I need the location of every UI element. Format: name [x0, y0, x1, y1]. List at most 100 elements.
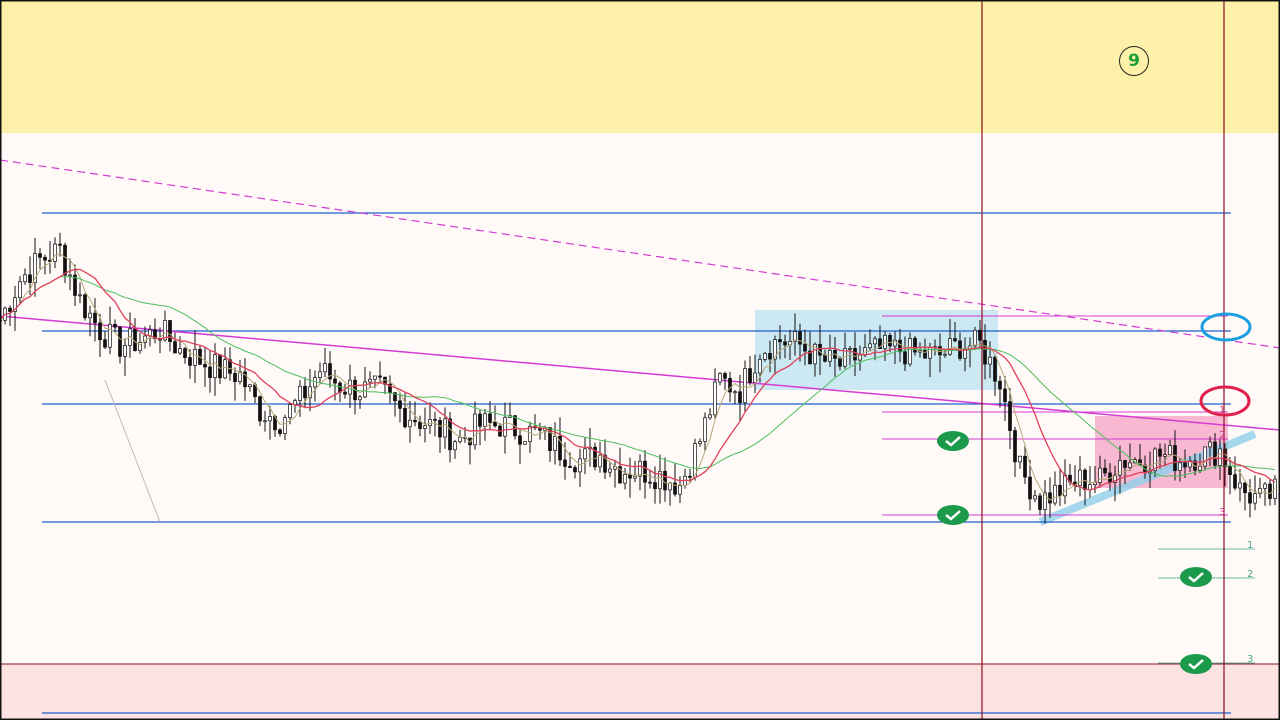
candle-body — [903, 351, 907, 365]
candle-body — [43, 256, 47, 261]
candle-body — [418, 421, 422, 429]
candle-body — [1178, 462, 1182, 471]
candle-body — [1218, 448, 1222, 466]
candle-body — [1063, 474, 1067, 497]
green-target-label-2: 2 — [1247, 569, 1254, 580]
candle-body — [663, 470, 667, 491]
candle-body — [88, 312, 92, 319]
candle-body — [1003, 388, 1007, 403]
candle-body — [8, 307, 12, 312]
candle-body — [868, 343, 872, 349]
candle-body — [878, 338, 882, 349]
candle-body — [1083, 469, 1087, 490]
candle-body — [118, 326, 122, 357]
candle-body — [1173, 445, 1177, 471]
candle-body — [103, 339, 107, 348]
candle-body — [948, 338, 952, 355]
candle-body — [1203, 446, 1207, 467]
candle-body — [728, 377, 732, 393]
pink-target-label-3: 3 — [1219, 507, 1226, 518]
candle-body — [973, 329, 977, 347]
candle-body — [208, 366, 212, 378]
candle-body — [703, 417, 707, 442]
candle-body — [283, 417, 287, 434]
candle-body — [768, 353, 772, 360]
candle-body — [123, 345, 127, 357]
trend-line-solid — [0, 315, 1280, 431]
candle-body — [298, 385, 302, 401]
candle-body — [898, 339, 902, 353]
candle-body — [1163, 454, 1167, 457]
candle-body — [773, 339, 777, 360]
candle-body — [278, 429, 282, 434]
candle-body — [203, 364, 207, 368]
candle-body — [1023, 455, 1027, 478]
candle-body — [723, 373, 727, 379]
candle-body — [333, 378, 337, 384]
candle-body — [1008, 401, 1012, 431]
check-mark-icon — [1188, 572, 1204, 583]
check-mark-icon — [945, 510, 961, 521]
green-target-label-3: 3 — [1247, 654, 1254, 665]
bottom-band — [0, 664, 1280, 720]
candle-body — [823, 354, 827, 362]
candle-body — [763, 353, 767, 360]
candle-body — [183, 348, 187, 358]
candle-body — [978, 329, 982, 341]
candle-body — [1238, 482, 1242, 489]
candle-body — [1183, 462, 1187, 468]
candle-body — [778, 339, 782, 343]
candle-body — [568, 466, 572, 468]
candle-body — [678, 485, 682, 495]
candle-body — [173, 341, 177, 354]
candle-body — [1013, 430, 1017, 463]
candle-body — [1098, 467, 1102, 483]
candle-body — [68, 274, 72, 277]
candle-body — [808, 350, 812, 365]
candle-body — [873, 338, 877, 345]
candle-body — [248, 384, 252, 388]
candle-body — [1033, 495, 1037, 500]
candle-body — [828, 349, 832, 362]
candle-body — [983, 339, 987, 365]
candle-body — [738, 391, 742, 404]
candle-body — [988, 356, 992, 365]
candle-body — [323, 363, 327, 373]
candle-body — [848, 348, 852, 350]
candle-body — [908, 337, 912, 365]
candle-body — [1268, 483, 1272, 499]
candle-body — [233, 373, 237, 383]
candle-body — [413, 419, 417, 423]
candle-body — [608, 468, 612, 473]
candle-body — [423, 425, 427, 429]
candle-body — [448, 418, 452, 451]
candle-body — [938, 346, 942, 356]
candle-body — [753, 372, 757, 383]
candle-body — [63, 244, 67, 276]
candle-body — [1208, 441, 1212, 448]
candle-body — [818, 343, 822, 356]
candle-body — [998, 380, 1002, 390]
candle-body — [793, 331, 797, 342]
candle-body — [553, 435, 557, 451]
diagonal-helper-line — [104, 379, 161, 523]
candle-body — [178, 348, 182, 354]
candle-body — [288, 404, 292, 418]
candle-body — [603, 454, 607, 473]
candle-body — [213, 354, 217, 378]
candle-body — [523, 441, 527, 445]
check-circle-icon — [1180, 567, 1212, 587]
candle-body — [708, 414, 712, 419]
red-ellipse-marker — [1199, 385, 1251, 417]
candle-body — [1103, 467, 1107, 474]
ma-line-green — [0, 276, 1276, 477]
candle-body — [653, 482, 657, 490]
check-circle-icon — [1180, 654, 1212, 674]
candle-body — [888, 334, 892, 347]
candle-body — [1243, 482, 1247, 494]
candle-body — [1123, 460, 1127, 468]
green-target-label-1: 1 — [1247, 540, 1254, 551]
candle-body — [23, 274, 27, 283]
candle-body — [1118, 460, 1122, 476]
